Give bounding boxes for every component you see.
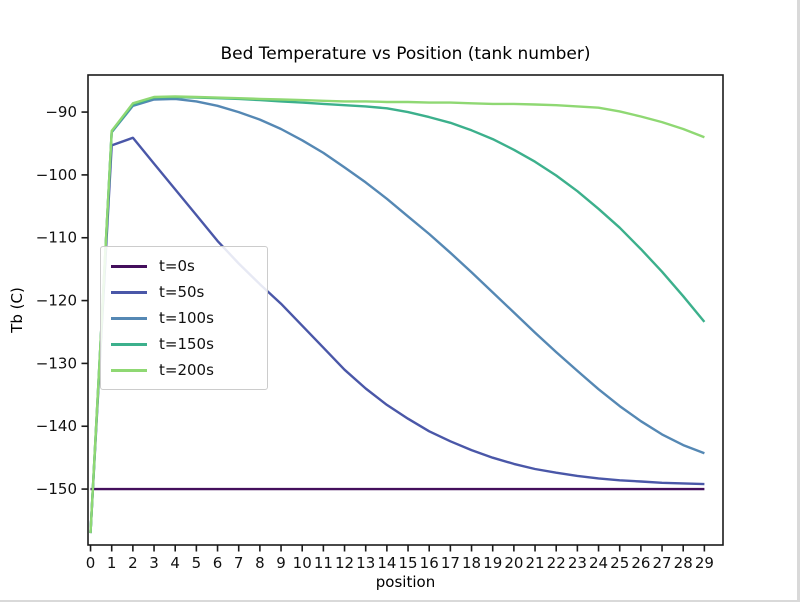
legend-line-swatch <box>111 316 147 320</box>
legend-line-swatch <box>111 342 147 346</box>
legend-item: t=150s <box>111 331 257 357</box>
y-axis-label: Tb (C) <box>8 287 26 333</box>
y-tick-label: −150 <box>36 480 77 498</box>
window-edge-bottom <box>0 600 800 602</box>
y-tick-label: −140 <box>36 417 77 435</box>
x-tick-label: 8 <box>255 554 265 572</box>
x-axis-label: position <box>375 573 436 591</box>
legend-label: t=50s <box>159 282 205 301</box>
legend-line-swatch <box>111 290 147 294</box>
legend-label: t=100s <box>159 308 214 327</box>
legend-item: t=0s <box>111 253 257 279</box>
x-tick-label: 16 <box>420 554 439 572</box>
legend-line-swatch <box>111 264 147 268</box>
legend: t=0s t=50s t=100s t=150s t=200s <box>100 246 268 390</box>
legend-item: t=50s <box>111 279 257 305</box>
x-tick-label: 0 <box>86 554 96 572</box>
x-tick-label: 19 <box>483 554 502 572</box>
x-tick-label: 25 <box>610 554 629 572</box>
series-line-t=50s <box>89 136 705 534</box>
x-tick-label: 21 <box>525 554 544 572</box>
x-tick-label: 14 <box>377 554 396 572</box>
x-tick-label: 11 <box>314 554 333 572</box>
x-tick-label: 29 <box>695 554 714 572</box>
x-tick-label: 4 <box>170 554 180 572</box>
series-line-t=100s <box>89 97 705 534</box>
legend-item: t=200s <box>111 357 257 383</box>
x-tick-label: 2 <box>128 554 138 572</box>
x-tick-label: 7 <box>234 554 244 572</box>
x-tick-label: 6 <box>213 554 223 572</box>
x-tick-label: 12 <box>335 554 354 572</box>
y-tick-label: −100 <box>36 166 77 184</box>
legend-label: t=200s <box>159 360 214 379</box>
x-tick-label: 3 <box>149 554 159 572</box>
y-tick-label: −110 <box>36 229 77 247</box>
y-tick-label: −120 <box>36 292 77 310</box>
legend-label: t=0s <box>159 256 195 275</box>
x-tick-label: 15 <box>398 554 417 572</box>
x-tick-label: 10 <box>293 554 312 572</box>
x-tick-label: 26 <box>631 554 650 572</box>
x-tick-label: 22 <box>547 554 566 572</box>
axes-frame <box>87 74 724 546</box>
y-tick-label: −130 <box>36 354 77 372</box>
x-tick-label: 27 <box>652 554 671 572</box>
legend-line-swatch <box>111 368 147 372</box>
x-tick-label: 5 <box>192 554 202 572</box>
x-tick-label: 17 <box>441 554 460 572</box>
x-tick-label: 13 <box>356 554 375 572</box>
x-tick-label: 1 <box>107 554 117 572</box>
chart-title: Bed Temperature vs Position (tank number… <box>220 44 591 64</box>
window-edge-right <box>797 0 800 602</box>
x-tick-label: 28 <box>674 554 693 572</box>
legend-item: t=100s <box>111 305 257 331</box>
series-line-t=200s <box>89 95 705 534</box>
legend-label: t=150s <box>159 334 214 353</box>
y-tick-label: −90 <box>45 103 77 121</box>
x-tick-label: 18 <box>462 554 481 572</box>
x-tick-label: 24 <box>589 554 608 572</box>
x-tick-label: 9 <box>276 554 286 572</box>
x-tick-label: 20 <box>504 554 523 572</box>
x-tick-label: 23 <box>568 554 587 572</box>
